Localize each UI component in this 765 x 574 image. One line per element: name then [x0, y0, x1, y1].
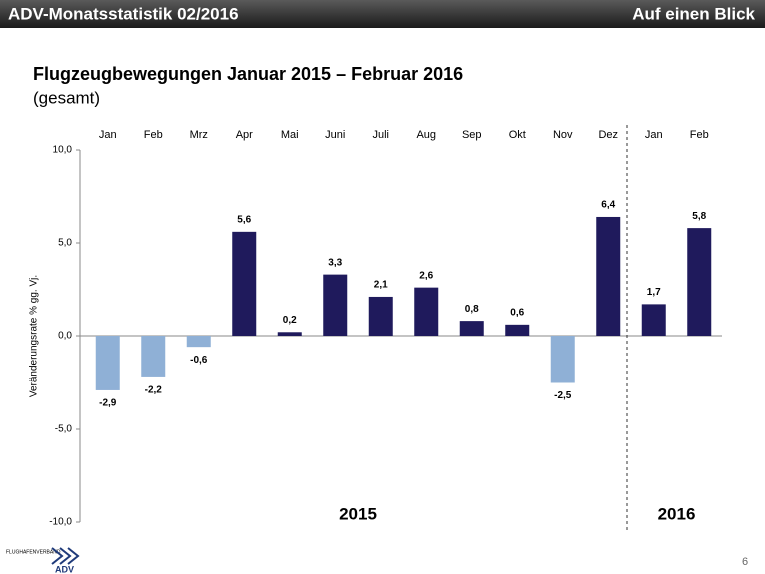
x-tick-label: Okt: [509, 129, 526, 141]
x-tick-label: Mrz: [190, 129, 208, 141]
bar: [368, 296, 393, 336]
logo: FLUGHAFENVERBAND ADV: [6, 547, 80, 574]
value-label: -2,5: [554, 390, 572, 401]
bar: [687, 228, 712, 336]
value-label: 0,2: [283, 315, 297, 326]
bar: [505, 324, 530, 336]
value-label: 2,1: [374, 280, 388, 291]
x-tick-label: Jan: [99, 129, 117, 141]
x-tick-label: Jan: [645, 129, 663, 141]
x-tick-label: Juli: [372, 129, 389, 141]
header-bar: [0, 0, 765, 28]
x-tick-label: Nov: [553, 129, 573, 141]
value-label: 0,6: [510, 307, 524, 318]
value-label: 1,7: [647, 287, 661, 298]
logo-name: ADV: [55, 564, 74, 574]
y-tick-label: -5,0: [55, 424, 73, 435]
value-label: 6,4: [601, 200, 615, 211]
x-tick-label: Aug: [416, 129, 436, 141]
value-label: -2,2: [145, 385, 163, 396]
chart-title: Flugzeugbewegungen Januar 2015 – Februar…: [33, 64, 463, 84]
bar: [414, 287, 439, 336]
bar: [232, 231, 257, 336]
bar: [95, 336, 120, 390]
x-tick-label: Feb: [144, 129, 163, 141]
value-label: 5,8: [692, 211, 706, 222]
header-title: ADV-Monatsstatistik 02/2016: [8, 4, 239, 23]
group-label: 2015: [339, 504, 377, 523]
value-label: 2,6: [419, 270, 433, 281]
page-number: 6: [742, 556, 748, 568]
x-tick-label: Juni: [325, 129, 345, 141]
value-label: 5,6: [237, 214, 251, 225]
bar: [323, 274, 348, 336]
y-tick-label: 10,0: [53, 145, 73, 156]
bar: [459, 321, 484, 336]
value-label: -2,9: [99, 398, 117, 409]
bar: [596, 216, 621, 336]
bar: [277, 332, 302, 336]
y-tick-label: 5,0: [58, 238, 72, 249]
y-tick-label: -10,0: [49, 517, 72, 528]
x-tick-label: Apr: [236, 129, 253, 141]
logo-text: FLUGHAFENVERBAND: [6, 549, 61, 555]
logo-mark: [51, 547, 80, 565]
value-label: -0,6: [190, 355, 208, 366]
header-right: Auf einen Blick: [632, 4, 755, 23]
y-axis-label: Veränderungsrate % gg. Vj.: [29, 275, 40, 397]
x-tick-label: Mai: [281, 129, 299, 141]
chart-subtitle: (gesamt): [33, 88, 100, 107]
bar: [550, 336, 575, 383]
x-tick-label: Dez: [598, 129, 618, 141]
bar: [141, 336, 166, 377]
bar: [186, 336, 211, 348]
x-tick-label: Sep: [462, 129, 482, 141]
y-tick-label: 0,0: [58, 331, 72, 342]
value-label: 3,3: [328, 257, 342, 268]
value-label: 0,8: [465, 304, 479, 315]
group-label: 2016: [658, 504, 696, 523]
x-tick-label: Feb: [690, 129, 709, 141]
bar: [641, 304, 666, 336]
